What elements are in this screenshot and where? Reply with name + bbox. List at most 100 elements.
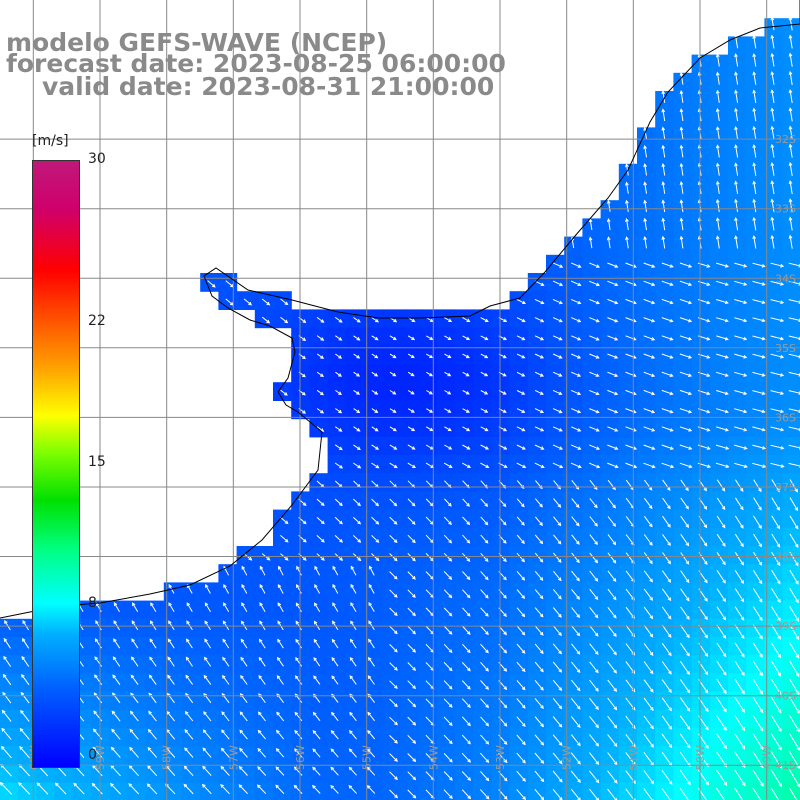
wind-arrow	[788, 234, 793, 249]
wind-arrow	[770, 125, 775, 140]
wind-arrow	[534, 516, 543, 527]
wind-arrow	[371, 462, 380, 469]
wind-arrow	[240, 674, 248, 685]
wind-arrow	[716, 515, 726, 529]
wind-arrow	[276, 711, 285, 722]
wind-arrow	[571, 661, 581, 674]
wind-arrow	[149, 638, 157, 649]
wind-arrow	[129, 746, 139, 758]
wind-arrow	[734, 53, 739, 67]
wind-arrow	[734, 606, 745, 621]
wind-arrow	[679, 199, 684, 213]
wind-arrow	[789, 569, 799, 585]
wind-arrow	[461, 716, 471, 727]
wind-arrow	[552, 643, 562, 655]
wind-arrow	[220, 747, 230, 758]
wind-arrow	[371, 408, 379, 413]
wind-arrow	[588, 218, 593, 231]
wind-arrow	[716, 733, 727, 750]
wind-arrow	[222, 620, 230, 631]
wind-arrow	[312, 748, 321, 758]
wind-arrow	[716, 606, 727, 621]
wind-arrow	[443, 589, 453, 599]
wind-arrow	[571, 643, 581, 655]
wind-arrow	[313, 638, 321, 649]
wind-arrow	[131, 638, 139, 649]
wind-arrow	[607, 606, 617, 619]
wind-arrow	[552, 734, 563, 746]
wind-arrow	[407, 571, 416, 580]
wind-arrow	[353, 335, 361, 341]
wind-arrow	[789, 515, 799, 530]
wind-arrow	[753, 533, 762, 548]
wind-arrow	[480, 426, 489, 432]
wind-arrow	[552, 462, 564, 469]
wind-arrow	[462, 444, 471, 450]
wind-arrow	[716, 335, 729, 341]
wind-arrow	[534, 534, 544, 545]
wind-arrow	[679, 353, 693, 359]
wind-arrow	[607, 444, 619, 450]
wind-arrow	[389, 390, 397, 395]
wind-arrow	[480, 589, 489, 599]
wind-arrow	[589, 353, 600, 359]
wind-arrow	[352, 498, 361, 507]
wind-arrow	[112, 674, 121, 685]
wind-arrow	[0, 745, 12, 759]
wind-arrow	[770, 317, 785, 323]
wind-arrow	[313, 657, 321, 667]
wind-arrow	[202, 765, 212, 776]
latitude-label: 41S	[775, 759, 796, 772]
wind-arrow	[444, 444, 453, 450]
wind-arrow	[314, 565, 321, 576]
wind-arrow	[350, 583, 357, 594]
wind-arrow	[239, 729, 248, 740]
wind-arrow	[258, 674, 266, 685]
wind-arrow	[734, 678, 745, 695]
wind-arrow	[734, 533, 744, 548]
wind-arrow	[679, 262, 693, 268]
wind-arrow	[715, 235, 720, 249]
wind-arrow	[643, 317, 656, 323]
wind-arrow	[643, 144, 647, 158]
wind-speed-cell	[782, 491, 800, 511]
wind-arrow	[788, 125, 793, 140]
wind-arrow	[534, 752, 545, 764]
wind-arrow	[277, 602, 284, 612]
wind-arrow	[240, 656, 248, 667]
wind-arrow	[752, 408, 766, 414]
wind-arrow	[734, 570, 744, 584]
wind-arrow	[771, 533, 781, 548]
wind-arrow	[407, 444, 416, 450]
wind-arrow	[407, 426, 416, 432]
wind-arrow	[770, 371, 785, 377]
wind-arrow	[770, 335, 785, 341]
wind-arrow	[221, 729, 230, 740]
wind-arrow	[204, 638, 212, 649]
wind-arrow	[368, 656, 375, 667]
wind-arrow	[259, 638, 266, 649]
wind-arrow	[770, 733, 782, 751]
wind-arrow	[607, 770, 618, 784]
wind-arrow	[168, 620, 175, 631]
wind-arrow	[770, 769, 782, 788]
wind-arrow	[462, 571, 471, 581]
wind-arrow	[571, 371, 582, 377]
wind-arrow	[516, 661, 526, 673]
wind-arrow	[625, 280, 637, 287]
wind-arrow	[734, 335, 748, 341]
wind-arrow	[259, 584, 266, 594]
wind-arrow	[366, 784, 376, 794]
wind-arrow	[734, 588, 745, 603]
wind-arrow	[715, 180, 720, 194]
wind-arrow	[334, 462, 344, 469]
wind-arrow	[716, 426, 730, 432]
wind-arrow	[625, 298, 637, 305]
wind-arrow	[443, 698, 453, 708]
wind-arrow	[256, 784, 267, 795]
wind-arrow	[680, 534, 690, 547]
wind-arrow	[443, 716, 453, 727]
wind-arrow	[552, 607, 562, 618]
wind-arrow	[353, 462, 362, 469]
wind-arrow	[443, 734, 453, 745]
